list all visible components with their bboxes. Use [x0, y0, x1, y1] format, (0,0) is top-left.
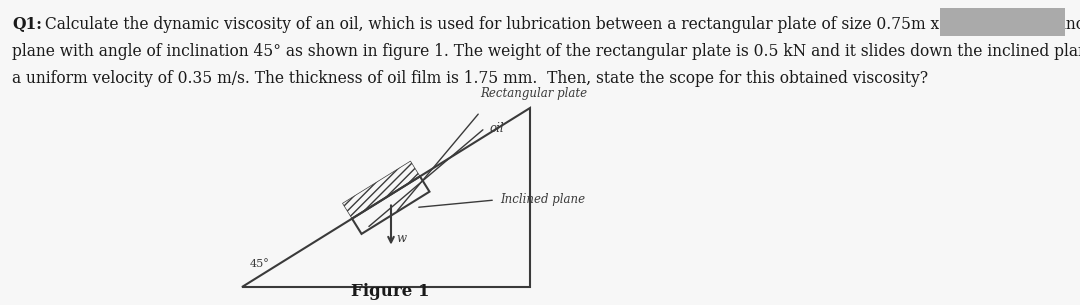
Text: Inclined plane: Inclined plane — [500, 193, 585, 206]
Text: a uniform velocity of 0.35 m/s. The thickness of oil film is 1.75 mm.  Then, sta: a uniform velocity of 0.35 m/s. The thic… — [12, 70, 928, 87]
Text: Q1:: Q1: — [12, 16, 42, 33]
Text: 45°: 45° — [249, 259, 270, 269]
Text: plane with angle of inclination 45° as shown in figure 1. The weight of the rect: plane with angle of inclination 45° as s… — [12, 43, 1080, 60]
Text: Rectangular plate: Rectangular plate — [480, 87, 588, 100]
Text: w: w — [396, 232, 406, 246]
Text: Calculate the dynamic viscosity of an oil, which is used for lubrication between: Calculate the dynamic viscosity of an oi… — [40, 16, 1080, 33]
FancyBboxPatch shape — [940, 8, 1065, 36]
Text: oil: oil — [490, 121, 504, 135]
Text: Figure 1: Figure 1 — [351, 283, 429, 300]
